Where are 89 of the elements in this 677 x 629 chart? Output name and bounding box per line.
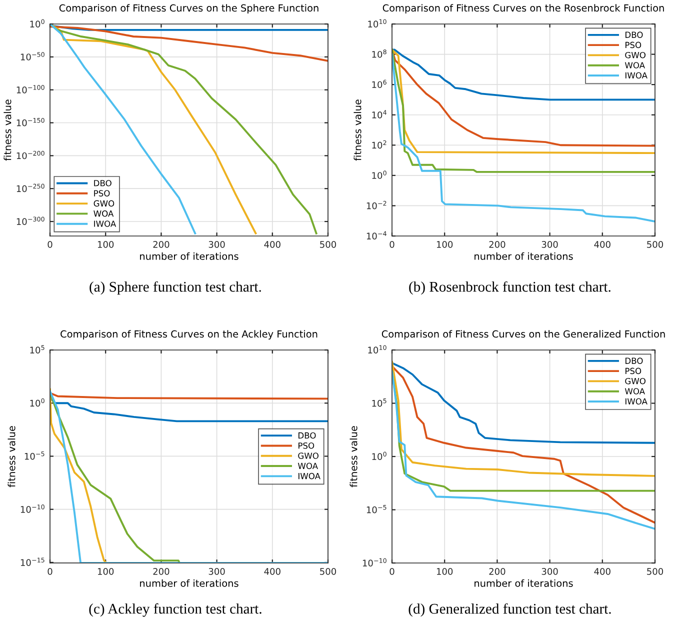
x-axis-title: number of iterations: [474, 579, 573, 587]
legend-label: WOA: [624, 388, 645, 394]
text: (a) Sphere function test chart.: [90, 281, 261, 295]
legend-label: WOA: [624, 62, 645, 68]
x-axis-title: number of iterations: [474, 252, 573, 260]
y-tick-label: 10$^{−250}$: [16, 184, 44, 192]
x-tick-label: 300: [542, 568, 558, 575]
legend-label: GWO: [625, 378, 646, 384]
x-tick-label: 300: [542, 241, 558, 248]
legend-label: PSO: [626, 42, 642, 48]
legend-label: DBO: [298, 432, 316, 439]
y-tick-label: 10$^{4}$: [372, 110, 386, 118]
legend-label: GWO: [94, 200, 114, 207]
y-tick-label: 10$^{2}$: [372, 140, 386, 149]
legend-label: WOA: [298, 462, 318, 470]
x-tick-label: 300: [208, 241, 225, 248]
y-tick-label: 10$^{10}$: [368, 345, 386, 354]
y-tick-label: 10$^{−50}$: [20, 52, 44, 60]
y-tick-label: 10$^{−2}$: [366, 200, 386, 210]
legend-label: PSO: [626, 368, 642, 374]
y-tick-label: 10$^{6}$: [372, 80, 386, 88]
x-tick-label: 200: [489, 568, 506, 575]
text: (d) Generalized function test chart.: [408, 603, 611, 617]
y-tick-label: 10$^{−150}$: [16, 118, 44, 126]
y-tick-label: 10$^{0}$: [30, 19, 44, 28]
x-tick-label: 0: [390, 568, 394, 575]
chart-title: Comparison of Fitness Curves on the Sphere Function: [59, 4, 318, 14]
y-tick-label: 10$^{8}$: [372, 50, 386, 58]
y-tick-label: 10$^{−5}$: [366, 505, 386, 514]
y-tick-label: 10$^{0}$: [372, 170, 386, 179]
y-tick-label: 10$^{−10}$: [20, 504, 44, 513]
x-tick-label: 400: [264, 568, 280, 575]
y-tick-label: 10$^{−10}$: [362, 558, 386, 566]
x-tick-label: 0: [390, 241, 394, 248]
x-axis-title: number of iterations: [140, 252, 238, 260]
y-tick-label: 10$^{−100}$: [16, 85, 44, 94]
y-tick-label: 10$^{−5}$: [24, 452, 44, 460]
x-tick-label: 500: [647, 241, 664, 248]
y-tick-label: 10$^{−200}$: [16, 150, 44, 160]
legend-label: PSO: [94, 190, 110, 196]
legend-label: WOA: [94, 210, 114, 217]
x-tick-label: 500: [647, 568, 664, 575]
legend-label: GWO: [625, 52, 646, 58]
legend-label: GWO: [298, 452, 318, 459]
x-axis-title: number of iterations: [140, 579, 238, 587]
y-tick-label: 10$^{10}$: [368, 19, 386, 28]
y-tick-label: 10$^{−15}$: [20, 558, 44, 566]
legend-label: DBO: [626, 32, 643, 38]
y-tick-label: 10$^{5}$: [372, 398, 386, 407]
y-tick-label: 10$^{0}$: [30, 398, 44, 407]
line-series: [392, 53, 655, 223]
x-tick-label: 200: [153, 241, 170, 248]
x-tick-label: 200: [489, 241, 506, 248]
chart-title: Comparison of Fitness Curves on the Generalized Function: [382, 330, 665, 340]
y-tick-label: 10$^{0}$: [372, 452, 386, 460]
y-tick-label: 10$^{−300}$: [16, 216, 44, 225]
x-tick-label: 100: [436, 568, 453, 575]
y-axis-title: fitness value: [354, 100, 362, 161]
x-tick-label: 500: [320, 241, 336, 248]
chart-title: Comparison of Fitness Curves on the Rosenbrock Function: [382, 4, 664, 14]
line-series: [392, 48, 655, 101]
legend-label: IWOA: [626, 398, 648, 405]
text: (c) Ackley function test chart.: [89, 603, 262, 617]
y-axis-title: fitness value: [350, 426, 358, 488]
legend-label: DBO: [94, 180, 112, 186]
x-tick-label: 100: [98, 241, 114, 248]
legend-label: DBO: [626, 358, 643, 364]
x-tick-label: 100: [98, 568, 114, 575]
legend-label: IWOA: [626, 72, 648, 79]
x-tick-label: 300: [208, 568, 225, 575]
x-tick-label: 400: [594, 568, 610, 575]
x-tick-label: 100: [436, 241, 453, 248]
x-tick-label: 0: [48, 241, 52, 248]
y-tick-label: 10$^{5}$: [30, 345, 44, 354]
line-series: [50, 388, 108, 563]
legend-label: IWOA: [298, 472, 320, 480]
legend-label: IWOA: [94, 220, 116, 227]
y-tick-label: 10$^{−4}$: [366, 231, 386, 240]
x-tick-label: 400: [594, 241, 610, 248]
chart-title: Comparison of Fitness Curves on the Ackley Function: [60, 330, 318, 340]
legend-label: PSO: [298, 442, 314, 449]
line-series: [392, 362, 655, 444]
text: (b) Rosenbrock function test chart.: [409, 281, 610, 295]
x-tick-label: 0: [48, 568, 52, 575]
y-axis-title: fitness value: [8, 426, 16, 488]
x-tick-label: 400: [264, 241, 280, 248]
x-tick-label: 200: [153, 568, 170, 575]
x-tick-label: 500: [320, 568, 336, 575]
y-axis-title: fitness value: [4, 100, 12, 161]
